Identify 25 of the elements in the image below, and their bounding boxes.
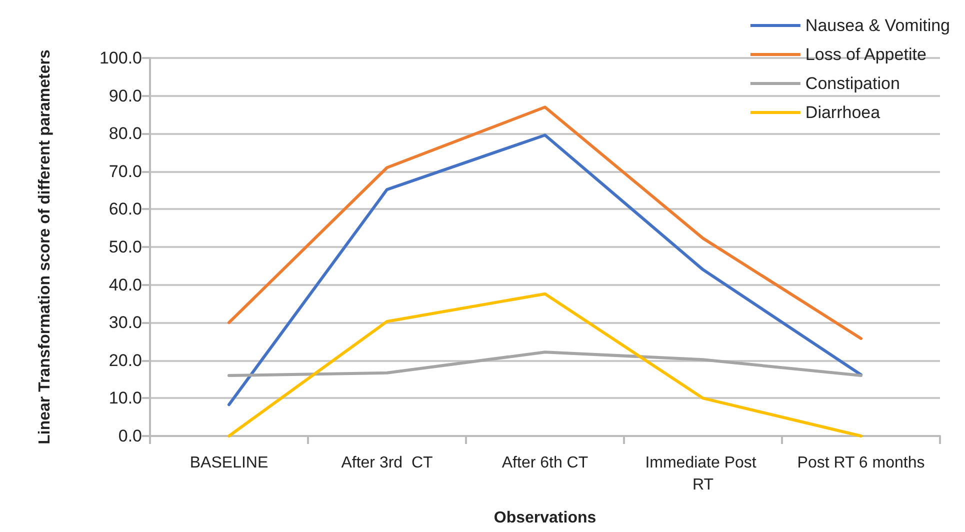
y-tick-label: 40.0 <box>108 275 142 294</box>
x-tick-label: After 6th CT <box>502 454 588 472</box>
line-series <box>228 134 862 406</box>
y-tick-label: 100.0 <box>99 48 142 68</box>
y-tick-label: 60.0 <box>108 200 142 219</box>
y-axis-title: Linear Transformation score of different parameters <box>36 50 54 444</box>
y-tick-label: 80.0 <box>108 124 142 144</box>
legend-label: Nausea & Vomiting <box>805 16 950 35</box>
y-tick-label: 90.0 <box>108 86 142 106</box>
x-tick-label: Post RT 6 months <box>797 454 925 472</box>
y-tick-label: 30.0 <box>108 313 142 332</box>
line-series <box>228 292 862 438</box>
y-tick-label: 50.0 <box>108 238 142 256</box>
y-tick-label: 70.0 <box>108 162 142 181</box>
legend-label: Constipation <box>805 74 900 93</box>
y-tick-label: 10.0 <box>108 388 142 408</box>
x-tick-label: After 3rd CT <box>341 454 434 472</box>
x-tick-label: Immediate Post RT <box>645 454 761 494</box>
x-tick-label: BASELINE <box>190 454 268 472</box>
legend-label: Loss of Appetite <box>805 45 926 64</box>
legend-label: Diarrhoea <box>805 103 881 122</box>
x-axis-title: Observations <box>494 510 596 526</box>
y-tick-label: 0.0 <box>118 426 142 446</box>
line-series <box>228 350 862 378</box>
y-tick-label: 20.0 <box>108 350 142 370</box>
